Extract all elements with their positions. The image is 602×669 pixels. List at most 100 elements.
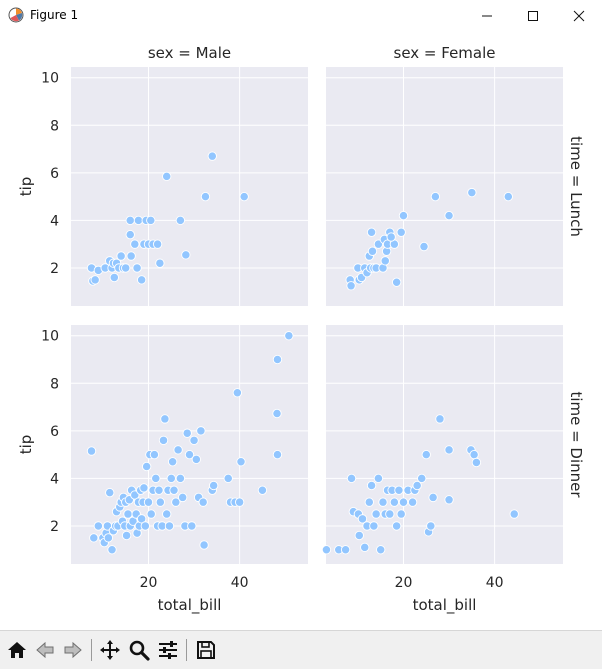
close-button[interactable] [556,0,602,32]
data-point [340,545,351,555]
data-point [169,485,179,495]
data-point [272,354,283,365]
data-point [166,473,176,484]
data-point [376,545,386,555]
window-title: Figure 1 [30,8,79,22]
save-button[interactable] [193,637,219,663]
data-point [162,509,172,519]
data-point [182,428,192,438]
data-point [196,426,206,436]
y-axis-label: tip [17,435,35,455]
data-point [389,497,400,507]
row-title: time = Lunch [567,136,585,237]
data-point [373,473,384,484]
data-point [191,454,201,465]
data-point [146,509,156,519]
data-point [430,191,441,202]
data-point [107,545,117,555]
back-button[interactable] [32,637,58,663]
data-point [371,509,381,519]
data-point [396,509,406,519]
data-point [116,251,126,261]
data-point [396,227,406,237]
navigation-toolbar [0,630,602,669]
data-point [373,239,384,249]
data-point [357,514,368,524]
data-point [93,521,103,531]
data-point [444,445,454,455]
data-point [199,540,209,550]
data-point [189,435,199,445]
zoom-button[interactable] [126,637,152,663]
data-point [130,239,140,249]
y-tick-label: 6 [50,166,59,182]
data-point [125,215,135,226]
y-tick-label: 4 [50,213,59,229]
data-point [471,457,482,468]
maximize-button[interactable] [510,0,556,32]
x-tick-label: 40 [231,575,249,591]
data-point [391,521,402,531]
data-point [419,241,429,252]
data-point [143,497,154,507]
data-point [367,246,378,256]
data-point [136,514,147,524]
data-point [123,509,133,519]
data-point [207,151,217,161]
data-point [412,480,422,491]
data-point [272,408,282,419]
facet-grid-chart: 2 4 6 8 10 tip time = Lunch 2 4 6 8 10 tip time = Din… [17,44,585,615]
data-point [149,449,160,460]
data-point [467,187,477,198]
data-point [184,449,195,460]
y-tick-label: 6 [50,424,59,440]
data-point [155,258,165,268]
data-point [109,272,119,283]
data-point [236,457,246,467]
data-point [378,497,388,507]
data-point [421,449,431,460]
axes-panel [326,325,563,564]
data-point [428,492,438,503]
x-tick-label: 20 [395,575,413,591]
maximize-icon [528,11,538,21]
data-point [360,542,370,553]
save-icon [197,641,215,659]
y-tick-label: 8 [50,376,59,392]
data-point [160,414,170,424]
figure-canvas: 2 4 6 8 10 tip time = Lunch 2 4 6 8 10 tip time = Din… [0,32,602,630]
data-point [209,480,219,491]
data-point [232,388,243,398]
data-point [354,530,364,541]
matplotlib-app-icon [8,7,24,23]
configure-subplots-icon [159,641,177,659]
data-point [158,435,169,445]
data-point [89,533,99,543]
data-point [321,545,332,555]
data-point [136,275,147,285]
minimize-button[interactable] [464,0,510,32]
data-point [394,485,404,495]
column-title: sex = Female [394,44,496,62]
y-tick-label: 2 [50,519,59,535]
data-point [155,497,165,507]
data-point [435,414,445,424]
pan-button[interactable] [97,637,123,663]
data-point [139,483,149,493]
data-point [272,449,283,460]
column-title: sex = Male [148,44,231,62]
data-point [187,521,197,531]
y-axis-label: tip [17,177,35,197]
forward-button[interactable] [60,637,86,663]
data-point [444,495,454,505]
data-point [398,497,409,507]
data-point [239,191,249,202]
home-button[interactable] [4,637,30,663]
y-tick-label: 10 [41,329,59,345]
data-point [175,473,186,484]
data-point [121,263,131,273]
data-point [469,449,479,460]
configure-subplots-button[interactable] [155,637,181,663]
data-point [223,473,233,484]
data-point [426,521,436,531]
